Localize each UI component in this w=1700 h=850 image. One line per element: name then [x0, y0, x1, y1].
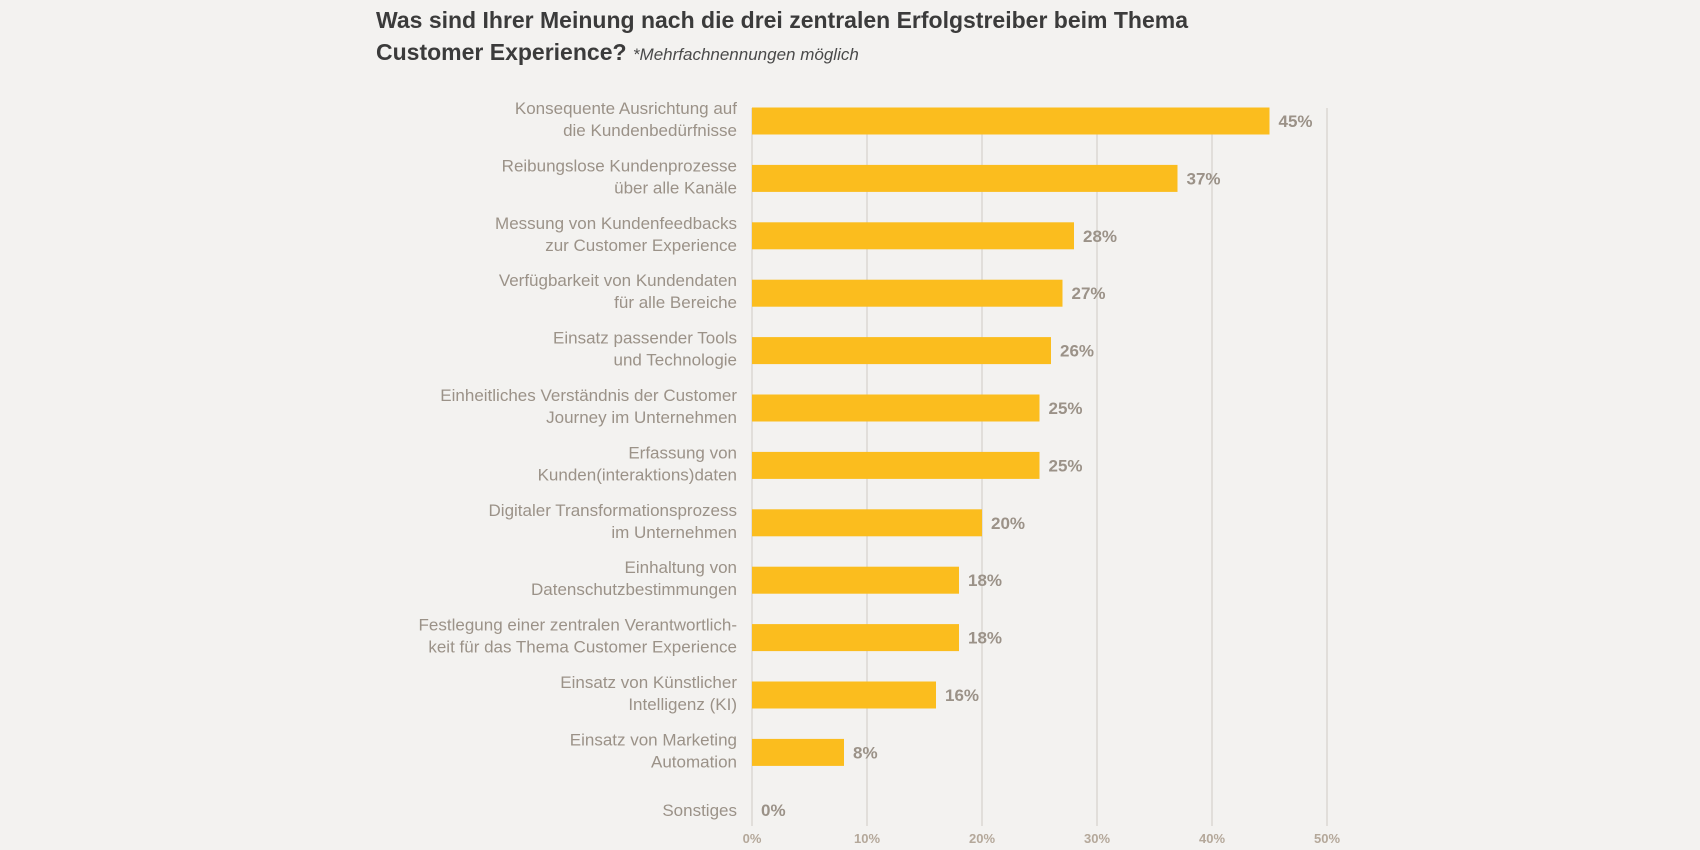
category-label-8-line-0: Einhaltung von [625, 558, 737, 577]
category-label-3-line-0: Verfügbarkeit von Kundendaten [499, 271, 737, 290]
bar-4 [752, 337, 1051, 365]
bar-7 [752, 509, 982, 537]
bar-0 [752, 107, 1270, 135]
x-tick-label-0: 0% [743, 831, 762, 846]
chart-title-main: Was sind Ihrer Meinung nach die drei zen… [376, 7, 1188, 65]
category-label-7-line-1: im Unternehmen [611, 523, 737, 542]
bar-11 [752, 738, 844, 766]
x-tick-label-40: 40% [1199, 831, 1225, 846]
value-label-10: 16% [945, 686, 979, 705]
category-label-9-line-1: keit für das Thema Customer Experience [428, 638, 737, 657]
value-label-3: 27% [1072, 284, 1106, 303]
category-label-10-line-1: Intelligenz (KI) [628, 695, 737, 714]
category-label-1-line-1: über alle Kanäle [614, 178, 737, 197]
category-label-4-line-0: Einsatz passender Tools [553, 329, 737, 348]
category-label-0-line-1: die Kundenbedürfnisse [563, 121, 737, 140]
category-label-8-line-1: Datenschutzbestimmungen [531, 580, 737, 599]
x-tick-label-10: 10% [854, 831, 880, 846]
category-label-3-line-1: für alle Bereiche [614, 293, 737, 312]
category-label-1-line-0: Reibungslose Kundenprozesse [502, 156, 737, 175]
category-label-2-line-0: Messung von Kundenfeedbacks [495, 214, 737, 233]
value-label-7: 20% [991, 514, 1025, 533]
category-label-9-line-0: Festlegung einer zentralen Verantwortlic… [419, 616, 737, 635]
value-label-5: 25% [1049, 399, 1083, 418]
category-label-11-line-0: Einsatz von Marketing [570, 730, 737, 749]
value-labels: 45% 37% 28% 27% 26% 25% 25% 20% 18% 18% 16% 8% 0% [761, 112, 1313, 820]
category-label-6-line-0: Erfassung von [628, 443, 737, 462]
category-label-0-line-0: Konsequente Ausrichtung auf [515, 99, 737, 118]
value-label-11: 8% [853, 743, 878, 762]
value-label-1: 37% [1187, 169, 1221, 188]
category-label-7-line-0: Digitaler Transformationsprozess [489, 501, 737, 520]
x-tick-label-50: 50% [1314, 831, 1340, 846]
bar-1 [752, 164, 1178, 192]
value-label-2: 28% [1083, 227, 1117, 246]
bar-5 [752, 394, 1040, 422]
bar-8 [752, 566, 959, 594]
value-label-12: 0% [761, 801, 786, 820]
bar-9 [752, 624, 959, 652]
value-label-9: 18% [968, 629, 1002, 648]
bars [752, 107, 1270, 766]
category-label-5-line-0: Einheitliches Verständnis der Customer [440, 386, 737, 405]
x-axis-ticks: 0% 10% 20% 30% 40% 50% [743, 831, 1341, 846]
category-label-10-line-0: Einsatz von Künstlicher [560, 673, 737, 692]
bar-3 [752, 279, 1063, 307]
value-label-4: 26% [1060, 342, 1094, 361]
bar-2 [752, 222, 1074, 250]
chart-subtitle: *Mehrfachnennungen möglich [632, 45, 859, 64]
category-labels: Konsequente Ausrichtung auf die Kundenbed… [419, 99, 738, 820]
category-label-12-line-0: Sonstiges [662, 801, 737, 820]
value-label-8: 18% [968, 571, 1002, 590]
value-label-0: 45% [1279, 112, 1313, 131]
category-label-5-line-1: Journey im Unternehmen [546, 408, 737, 427]
bar-6 [752, 451, 1040, 479]
category-label-2-line-1: zur Customer Experience [545, 236, 737, 255]
x-tick-label-30: 30% [1084, 831, 1110, 846]
bar-10 [752, 681, 936, 709]
category-label-11-line-1: Automation [651, 752, 737, 771]
category-label-4-line-1: und Technologie [613, 351, 737, 370]
x-tick-label-20: 20% [969, 831, 995, 846]
value-label-6: 25% [1049, 456, 1083, 475]
chart-title: Was sind Ihrer Meinung nach die drei zen… [376, 4, 1276, 71]
category-label-6-line-1: Kunden(interaktions)daten [538, 465, 737, 484]
